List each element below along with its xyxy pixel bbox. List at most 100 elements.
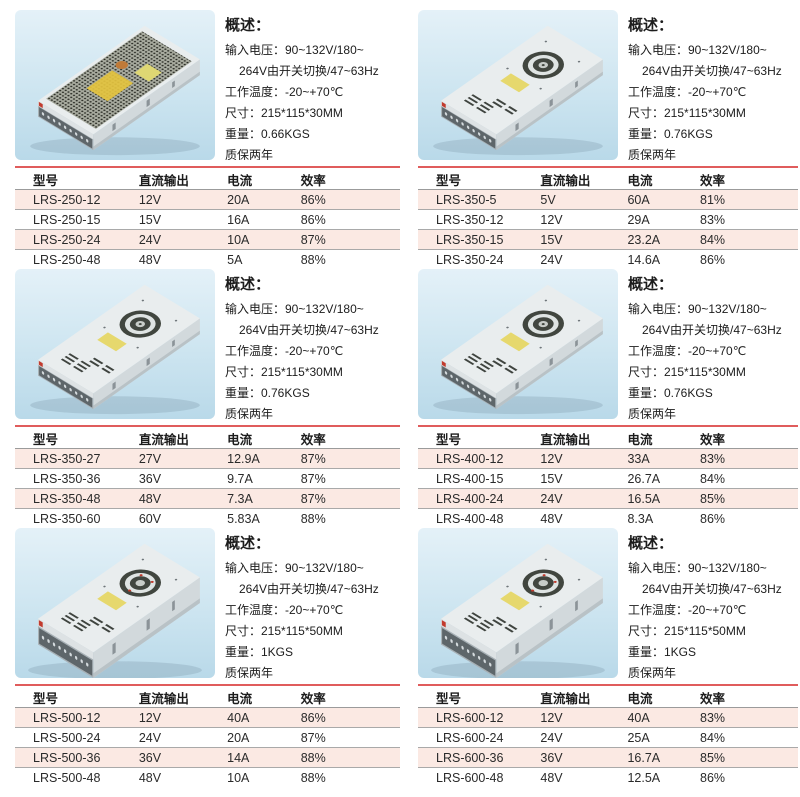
- col-header-dc-output: 直流输出: [540, 426, 628, 449]
- cell-efficiency: 86%: [300, 192, 326, 207]
- table-row: LRS-350-27 27V 12.9A 87%: [15, 448, 400, 469]
- table-header-row: 型号 直流输出 电流 效率: [15, 685, 400, 708]
- spec-line-input-voltage-cont: 264V由开关切换/47~63Hz: [642, 64, 782, 78]
- cell-efficiency: 81%: [700, 192, 726, 207]
- table-row: LRS-350-12 12V 29A 83%: [418, 210, 798, 230]
- photo-and-overview-row: 概述： 输入电压：90~132V/180~ 264V由开关切换/47~63Hz …: [418, 10, 798, 160]
- cell-current: 26.7A: [627, 471, 661, 486]
- cell-model: LRS-350-15: [436, 232, 504, 247]
- col-header-efficiency: 效率: [700, 426, 798, 449]
- col-header-efficiency: 效率: [700, 167, 798, 190]
- cell-model: LRS-400-12: [436, 451, 504, 466]
- photo-and-overview-row: 概述： 输入电压：90~132V/180~ 264V由开关切换/47~63Hz …: [15, 10, 400, 160]
- spec-line-weight: 重量：0.76KGS: [225, 386, 310, 400]
- cell-efficiency: 86%: [300, 710, 326, 725]
- psu-fan-tall-variant: [431, 543, 605, 678]
- cell-output: 24V: [540, 491, 563, 506]
- cell-efficiency: 84%: [700, 232, 726, 247]
- product-block: 概述： 输入电压：90~132V/180~ 264V由开关切换/47~63Hz …: [15, 10, 400, 269]
- spec-line-dimensions: 尺寸：215*115*30MM: [628, 106, 746, 120]
- spec-line-operating-temp: 工作温度：-20~+70℃: [628, 344, 747, 358]
- table-row: LRS-500-24 24V 20A 87%: [15, 728, 400, 748]
- cell-current: 16.7A: [627, 750, 661, 765]
- cell-output: 24V: [540, 730, 563, 745]
- cell-model: LRS-350-12: [436, 212, 504, 227]
- cell-model: LRS-350-48: [33, 491, 101, 506]
- col-header-current: 电流: [627, 685, 701, 708]
- product-overview: 概述： 输入电压：90~132V/180~ 264V由开关切换/47~63Hz …: [618, 269, 782, 419]
- col-header-efficiency: 效率: [300, 426, 400, 449]
- spec-line-operating-temp: 工作温度：-20~+70℃: [225, 85, 344, 99]
- overview-title: 概述：: [628, 17, 674, 34]
- product-photo: [418, 528, 618, 678]
- psu-illustration: [30, 25, 200, 156]
- cell-current: 25A: [627, 730, 650, 745]
- cell-model: LRS-500-24: [33, 730, 101, 745]
- table-row: LRS-500-12 12V 40A 86%: [15, 707, 400, 728]
- table-header-row: 型号 直流输出 电流 效率: [15, 167, 400, 190]
- spec-line-warranty: 质保两年: [628, 148, 677, 160]
- spec-table: 型号 直流输出 电流 效率 LRS-350-5 5V 60A 81% LRS-3…: [418, 166, 798, 269]
- table-row: LRS-400-12 12V 33A 83%: [418, 448, 798, 469]
- cell-efficiency: 88%: [300, 511, 326, 526]
- cell-efficiency: 87%: [300, 730, 326, 745]
- product-overview: 概述： 输入电压：90~132V/180~ 264V由开关切换/47~63Hz …: [215, 528, 379, 678]
- cell-current: 20A: [227, 192, 250, 207]
- table-row: LRS-350-24 24V 14.6A 86%: [418, 250, 798, 269]
- cell-output: 15V: [138, 212, 162, 227]
- cell-current: 40A: [627, 710, 650, 725]
- table-header-row: 型号 直流输出 电流 效率: [418, 167, 798, 190]
- spec-line-dimensions: 尺寸：215*115*30MM: [628, 365, 746, 379]
- table-row: LRS-500-48 48V 10A 88%: [15, 768, 400, 787]
- col-header-model: 型号: [418, 426, 541, 449]
- spec-line-input-voltage-cont: 264V由开关切换/47~63Hz: [642, 582, 782, 596]
- col-header-model: 型号: [15, 167, 139, 190]
- cell-model: LRS-600-24: [436, 730, 504, 745]
- spec-line-input-voltage: 输入电压：90~132V/180~: [628, 302, 767, 316]
- cell-model: LRS-350-60: [33, 511, 101, 526]
- spec-line-weight: 重量：1KGS: [628, 645, 697, 659]
- cell-efficiency: 86%: [700, 252, 726, 267]
- cell-efficiency: 86%: [300, 212, 326, 227]
- psu-fan-slim-variant: [433, 284, 603, 415]
- cell-efficiency: 86%: [700, 511, 726, 526]
- cell-current: 23.2A: [627, 232, 661, 247]
- spec-line-weight: 重量：0.76KGS: [628, 386, 713, 400]
- cell-model: LRS-250-12: [33, 192, 101, 207]
- psu-illustration: [433, 284, 603, 415]
- spec-line-dimensions: 尺寸：215*115*30MM: [225, 106, 343, 120]
- spec-line-weight: 重量：0.66KGS: [225, 127, 310, 141]
- cell-current: 10A: [227, 232, 250, 247]
- cell-model: LRS-500-12: [33, 710, 101, 725]
- cell-model: LRS-600-12: [436, 710, 504, 725]
- table-row: LRS-400-15 15V 26.7A 84%: [418, 469, 798, 489]
- cell-output: 48V: [138, 770, 162, 785]
- col-header-model: 型号: [418, 167, 541, 190]
- psu-illustration: [431, 543, 605, 678]
- psu-fan-tall-variant: [28, 543, 202, 678]
- psu-illustration: [433, 25, 603, 156]
- cell-output: 60V: [138, 511, 162, 526]
- col-header-dc-output: 直流输出: [138, 685, 228, 708]
- table-header-row: 型号 直流输出 电流 效率: [418, 685, 798, 708]
- psu-fan-slim-variant: [433, 25, 603, 156]
- table-row: LRS-350-36 36V 9.7A 87%: [15, 469, 400, 489]
- cell-efficiency: 88%: [300, 750, 326, 765]
- spec-line-weight: 重量：1KGS: [225, 645, 294, 659]
- product-block: 概述： 输入电压：90~132V/180~ 264V由开关切换/47~63Hz …: [418, 528, 798, 787]
- photo-and-overview-row: 概述： 输入电压：90~132V/180~ 264V由开关切换/47~63Hz …: [15, 528, 400, 678]
- spec-line-warranty: 质保两年: [225, 148, 274, 160]
- spec-line-operating-temp: 工作温度：-20~+70℃: [225, 603, 344, 617]
- cell-efficiency: 87%: [300, 451, 326, 466]
- spec-line-warranty: 质保两年: [628, 666, 677, 678]
- psu-illustration: [28, 543, 202, 678]
- product-overview: 概述： 输入电压：90~132V/180~ 264V由开关切换/47~63Hz …: [618, 528, 782, 678]
- table-header-row: 型号 直流输出 电流 效率: [15, 426, 400, 449]
- table-row: LRS-350-15 15V 23.2A 84%: [418, 229, 798, 250]
- col-header-dc-output: 直流输出: [540, 685, 628, 708]
- cell-efficiency: 87%: [300, 232, 326, 247]
- overview-title: 概述：: [225, 276, 271, 293]
- cell-current: 12.9A: [227, 451, 260, 466]
- cell-model: LRS-500-36: [33, 750, 101, 765]
- cell-output: 12V: [540, 710, 563, 725]
